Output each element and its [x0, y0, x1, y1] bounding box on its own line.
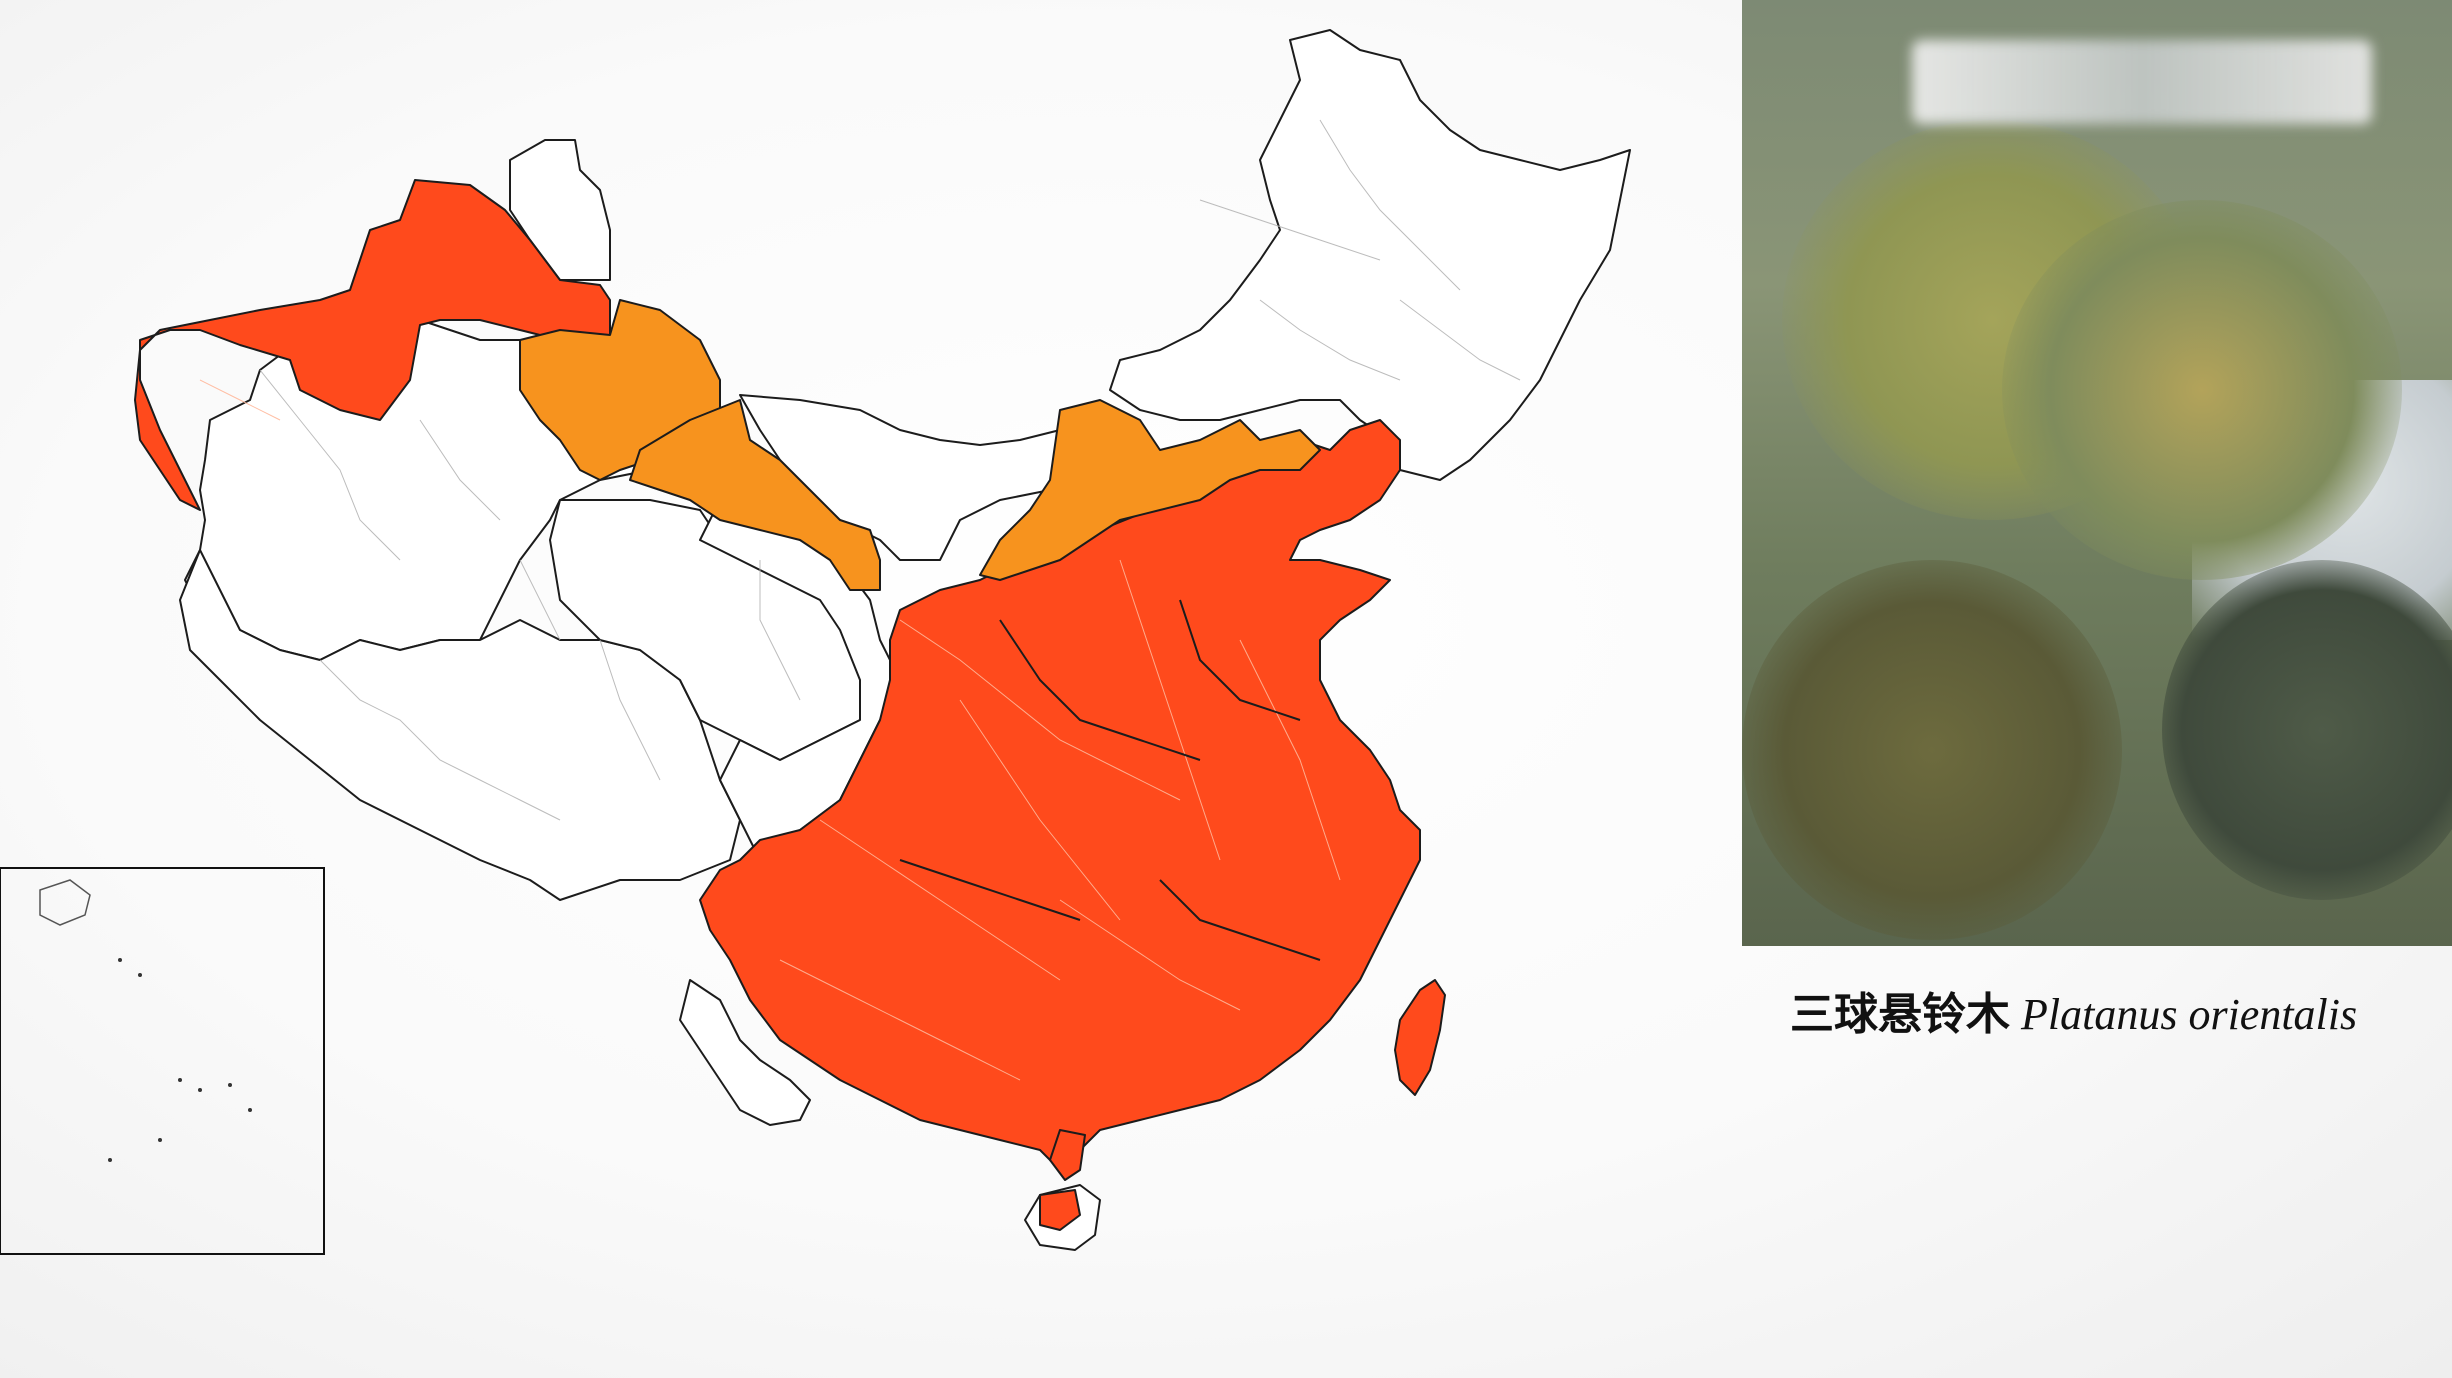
south-china-sea-inset: [0, 867, 325, 1255]
provinces-secondary-range: [519, 299, 1321, 591]
blurred-watermark: [1912, 40, 2372, 124]
internal-boundaries: [199, 119, 1521, 1081]
latin-name: Platanus orientalis: [2021, 990, 2358, 1039]
region-leizhou: [1049, 1129, 1086, 1181]
species-caption: 三球悬铃木 Platanus orientalis: [1790, 978, 2450, 1042]
region-hainan-north: [1039, 1189, 1081, 1231]
china-distribution-map: [0, 29, 1631, 1255]
plane-tree-photo: [1742, 0, 2452, 946]
province-northeast: [1109, 29, 1631, 481]
inset-frame: [0, 867, 325, 1255]
province-xinjiang-north-tip: [509, 139, 611, 281]
region-orange-north-belt: [979, 399, 1321, 581]
provinces-main-range: [134, 179, 1446, 1231]
chinese-name: 三球悬铃木: [1790, 990, 2010, 1039]
region-xinjiang-northwest: [134, 179, 611, 511]
region-eastern-china: [699, 419, 1421, 1171]
province-yunnan-south: [679, 979, 811, 1126]
region-orange-hexi: [629, 399, 881, 591]
region-taiwan: [1394, 979, 1446, 1096]
